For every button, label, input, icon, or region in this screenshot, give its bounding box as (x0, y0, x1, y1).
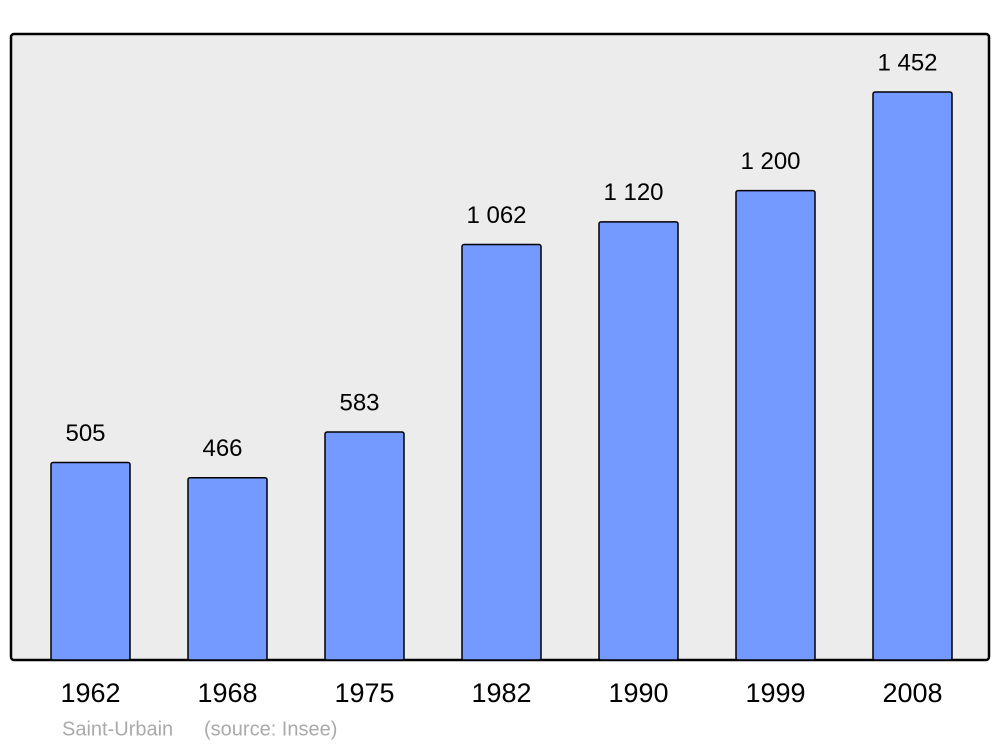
value-label: 1 200 (740, 148, 800, 175)
value-label: 1 452 (877, 49, 937, 76)
value-label: 505 (65, 420, 105, 447)
value-label: 1 120 (603, 179, 663, 206)
bar (461, 243, 542, 661)
x-tick-label: 1982 (471, 678, 531, 708)
x-tick-label: 1975 (334, 678, 394, 708)
x-tick-label: 1968 (197, 678, 257, 708)
bar (50, 461, 131, 661)
value-label: 583 (339, 389, 379, 416)
bar (598, 221, 679, 661)
bar (187, 476, 268, 661)
x-tick-label: 2008 (882, 678, 942, 708)
chart-title: Saint-Urbain (62, 718, 173, 740)
bar (735, 189, 816, 661)
x-tick-label: 1990 (608, 678, 668, 708)
bar (872, 91, 953, 661)
value-label: 1 062 (466, 202, 526, 229)
source-note: (source: Insee) (204, 718, 337, 740)
x-tick-label: 1962 (60, 678, 120, 708)
value-label: 466 (202, 435, 242, 462)
x-tick-label: 1999 (745, 678, 805, 708)
bar (324, 431, 405, 661)
